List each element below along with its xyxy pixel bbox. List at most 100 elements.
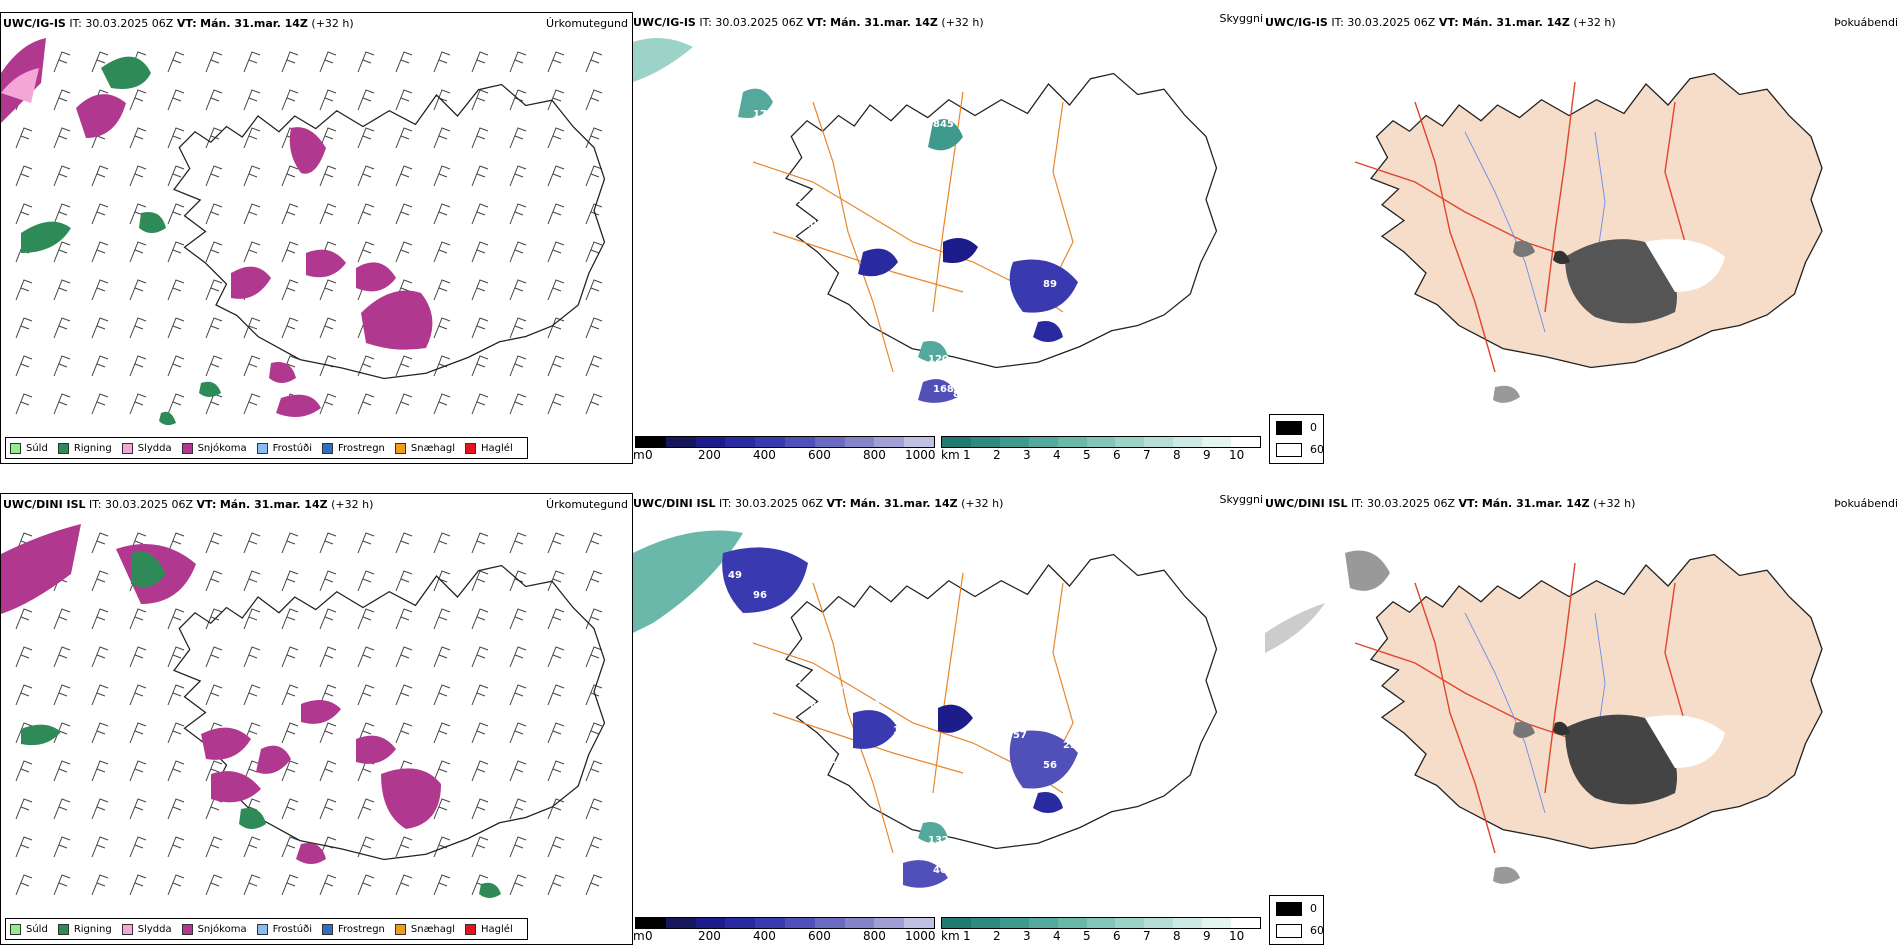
cloud-base-label: 168 xyxy=(933,384,954,395)
height-tick: 400 xyxy=(753,448,776,462)
cloud-base-label: 174 xyxy=(933,600,954,611)
vis-tick: 1 xyxy=(963,448,971,462)
cloud-base-label: 82 xyxy=(728,89,742,100)
cloud-base-label: 120 xyxy=(928,354,949,365)
height-tick: 0 xyxy=(645,929,653,943)
legend-item-sudl: Súld xyxy=(10,923,48,935)
vis-tick: 8 xyxy=(1173,929,1181,943)
legend-item-slydda: Slydda xyxy=(121,923,172,935)
vis-tick: 8 xyxy=(1173,448,1181,462)
vis-tick: 4 xyxy=(1053,448,1061,462)
cloud-base-label: 8 xyxy=(733,214,740,225)
height-tick: 200 xyxy=(698,448,721,462)
legend-item-rigning: Rigning xyxy=(57,923,112,935)
cloud-base-label: 56 xyxy=(1043,760,1057,771)
cloud-base-label: 61 xyxy=(788,194,802,205)
vis-tick: 10 xyxy=(1229,929,1245,943)
height-unit: m xyxy=(633,448,645,462)
cloud-base-label: 57 xyxy=(963,635,977,646)
fog-legend: 0 60 xyxy=(1269,414,1324,464)
fog-panel-row1: UWC/IG-IS IT: 30.03.2025 06Z VT: Mán. 31… xyxy=(1265,12,1900,464)
height-colorbar xyxy=(635,436,935,448)
legend-item-frostudi: Frostúði xyxy=(256,923,312,935)
legend-item-snjokoma: Snjókoma xyxy=(181,923,247,935)
cloud-base-label: 845 xyxy=(933,119,954,130)
cloud-base-label: 218 xyxy=(953,680,974,691)
legend-item-snaehagl: Snæhagl xyxy=(394,923,455,935)
cloud-base-label: 76 xyxy=(713,184,727,195)
cloud-panel-row1: UWC/IG-IS IT: 30.03.2025 06Z VT: Mán. 31… xyxy=(633,12,1265,464)
legend-item-snaehagl: Snæhagl xyxy=(394,442,455,454)
legend-item-rigning: Rigning xyxy=(57,442,112,454)
panel-title-fog: Þokuábendi xyxy=(1834,16,1898,29)
cloud-base-label: 22 xyxy=(1013,219,1027,230)
legend-item-haglel: Haglél xyxy=(465,442,513,454)
cloud-base-label: 92 xyxy=(788,675,802,686)
cloud-base-label: 101 xyxy=(893,725,914,736)
precip-type-legend: Súld Rigning Slydda Snjókoma Frostúði Fr… xyxy=(5,918,528,940)
vis-tick: 7 xyxy=(1143,929,1151,943)
cloud-map: 49 96 27 126 92 56 182 218 174 57 90 873 57 232 56 267 1… xyxy=(633,530,1218,888)
panel-header: UWC/IG-IS IT: 30.03.2025 06Z VT: Mán. 31… xyxy=(633,16,984,29)
cloud-base-label: 96 xyxy=(753,590,767,601)
panel-header: UWC/DINI ISL IT: 30.03.2025 06Z VT: Mán.… xyxy=(633,497,1004,510)
legend-item-sudl: Súld xyxy=(10,442,48,454)
legend-item-frostregn: Frostregn xyxy=(322,923,385,935)
panel-title-precip: Úrkomutegund xyxy=(546,498,628,511)
precip-panel-row1: UWC/IG-IS IT: 30.03.2025 06Z VT: Mán. 31… xyxy=(0,12,633,464)
legend-item-snjokoma: Snjókoma xyxy=(181,442,247,454)
cloud-base-label: 110 xyxy=(933,810,954,821)
fog-legend-label: 60 xyxy=(1310,443,1324,456)
cloud-base-label: 169 xyxy=(1033,234,1054,245)
vis-tick: 2 xyxy=(993,448,1001,462)
cloud-base-label: 38 xyxy=(1078,309,1092,320)
cloud-base-label: 27 xyxy=(713,665,727,676)
cloud-base-label: 135 xyxy=(953,870,974,881)
cloud-base-label: 61 xyxy=(953,199,967,210)
height-colorbar xyxy=(635,917,935,929)
cloud-base-labels: 49 96 27 126 92 56 182 218 174 57 90 873 57 232 56 267 1… xyxy=(713,570,1099,881)
cloud-base-label: 118 xyxy=(873,695,894,706)
panel-header: UWC/DINI ISL IT: 30.03.2025 06Z VT: Mán.… xyxy=(1265,497,1636,510)
cloud-base-label: 17 xyxy=(753,109,767,120)
cloud-base-label: 873 xyxy=(1033,715,1054,726)
legend-item-frostregn: Frostregn xyxy=(322,442,385,454)
visibility-colorbar xyxy=(941,917,1261,929)
height-tick: 200 xyxy=(698,929,721,943)
cloud-base-label: 57 xyxy=(1013,730,1027,741)
height-tick: 800 xyxy=(863,448,886,462)
cloud-base-label: 126 xyxy=(733,695,754,706)
cloud-base-label: 165 xyxy=(983,720,1004,731)
panel-title-precip: Úrkomutegund xyxy=(546,17,628,30)
vis-tick: 9 xyxy=(1203,448,1211,462)
cloud-base-label: 179 xyxy=(1063,259,1084,270)
visibility-colorbar xyxy=(941,436,1261,448)
cloud-base-label: 194 xyxy=(1013,249,1034,260)
height-tick: 800 xyxy=(863,929,886,943)
cloud-base-label: 56 xyxy=(803,700,817,711)
vis-tick: 7 xyxy=(1143,448,1151,462)
fog-legend-label: 60 xyxy=(1310,924,1324,937)
cloud-base-label: 232 xyxy=(1063,740,1084,751)
legend-item-frostudi: Frostúði xyxy=(256,442,312,454)
vis-tick: 6 xyxy=(1113,929,1121,943)
cloud-base-labels: 82 17 76 8 61 109 87 61 845 23 22 169 194 179 89 38 65 12… xyxy=(713,89,1092,400)
fog-map xyxy=(1265,550,1823,884)
cloud-base-label: 49 xyxy=(728,570,742,581)
vis-tick: 9 xyxy=(1203,929,1211,943)
fog-panel-row2: UWC/DINI ISL IT: 30.03.2025 06Z VT: Mán.… xyxy=(1265,493,1900,945)
legend-item-haglel: Haglél xyxy=(465,923,513,935)
vis-tick: 5 xyxy=(1083,929,1091,943)
cloud-base-label: 190 xyxy=(773,635,794,646)
vis-tick: 5 xyxy=(1083,448,1091,462)
precip-type-legend: Súld Rigning Slydda Snjókoma Frostúði Fr… xyxy=(5,437,528,459)
fog-legend: 0 60 xyxy=(1269,895,1324,945)
height-tick: 600 xyxy=(808,448,831,462)
cloud-base-label: 267 xyxy=(1078,790,1099,801)
vis-tick: 2 xyxy=(993,929,1001,943)
fog-legend-label: 0 xyxy=(1310,421,1317,434)
vis-tick: 6 xyxy=(1113,448,1121,462)
height-tick: 0 xyxy=(645,448,653,462)
panel-header: UWC/IG-IS IT: 30.03.2025 06Z VT: Mán. 31… xyxy=(1265,16,1616,29)
cloud-base-label: 132 xyxy=(928,835,949,846)
